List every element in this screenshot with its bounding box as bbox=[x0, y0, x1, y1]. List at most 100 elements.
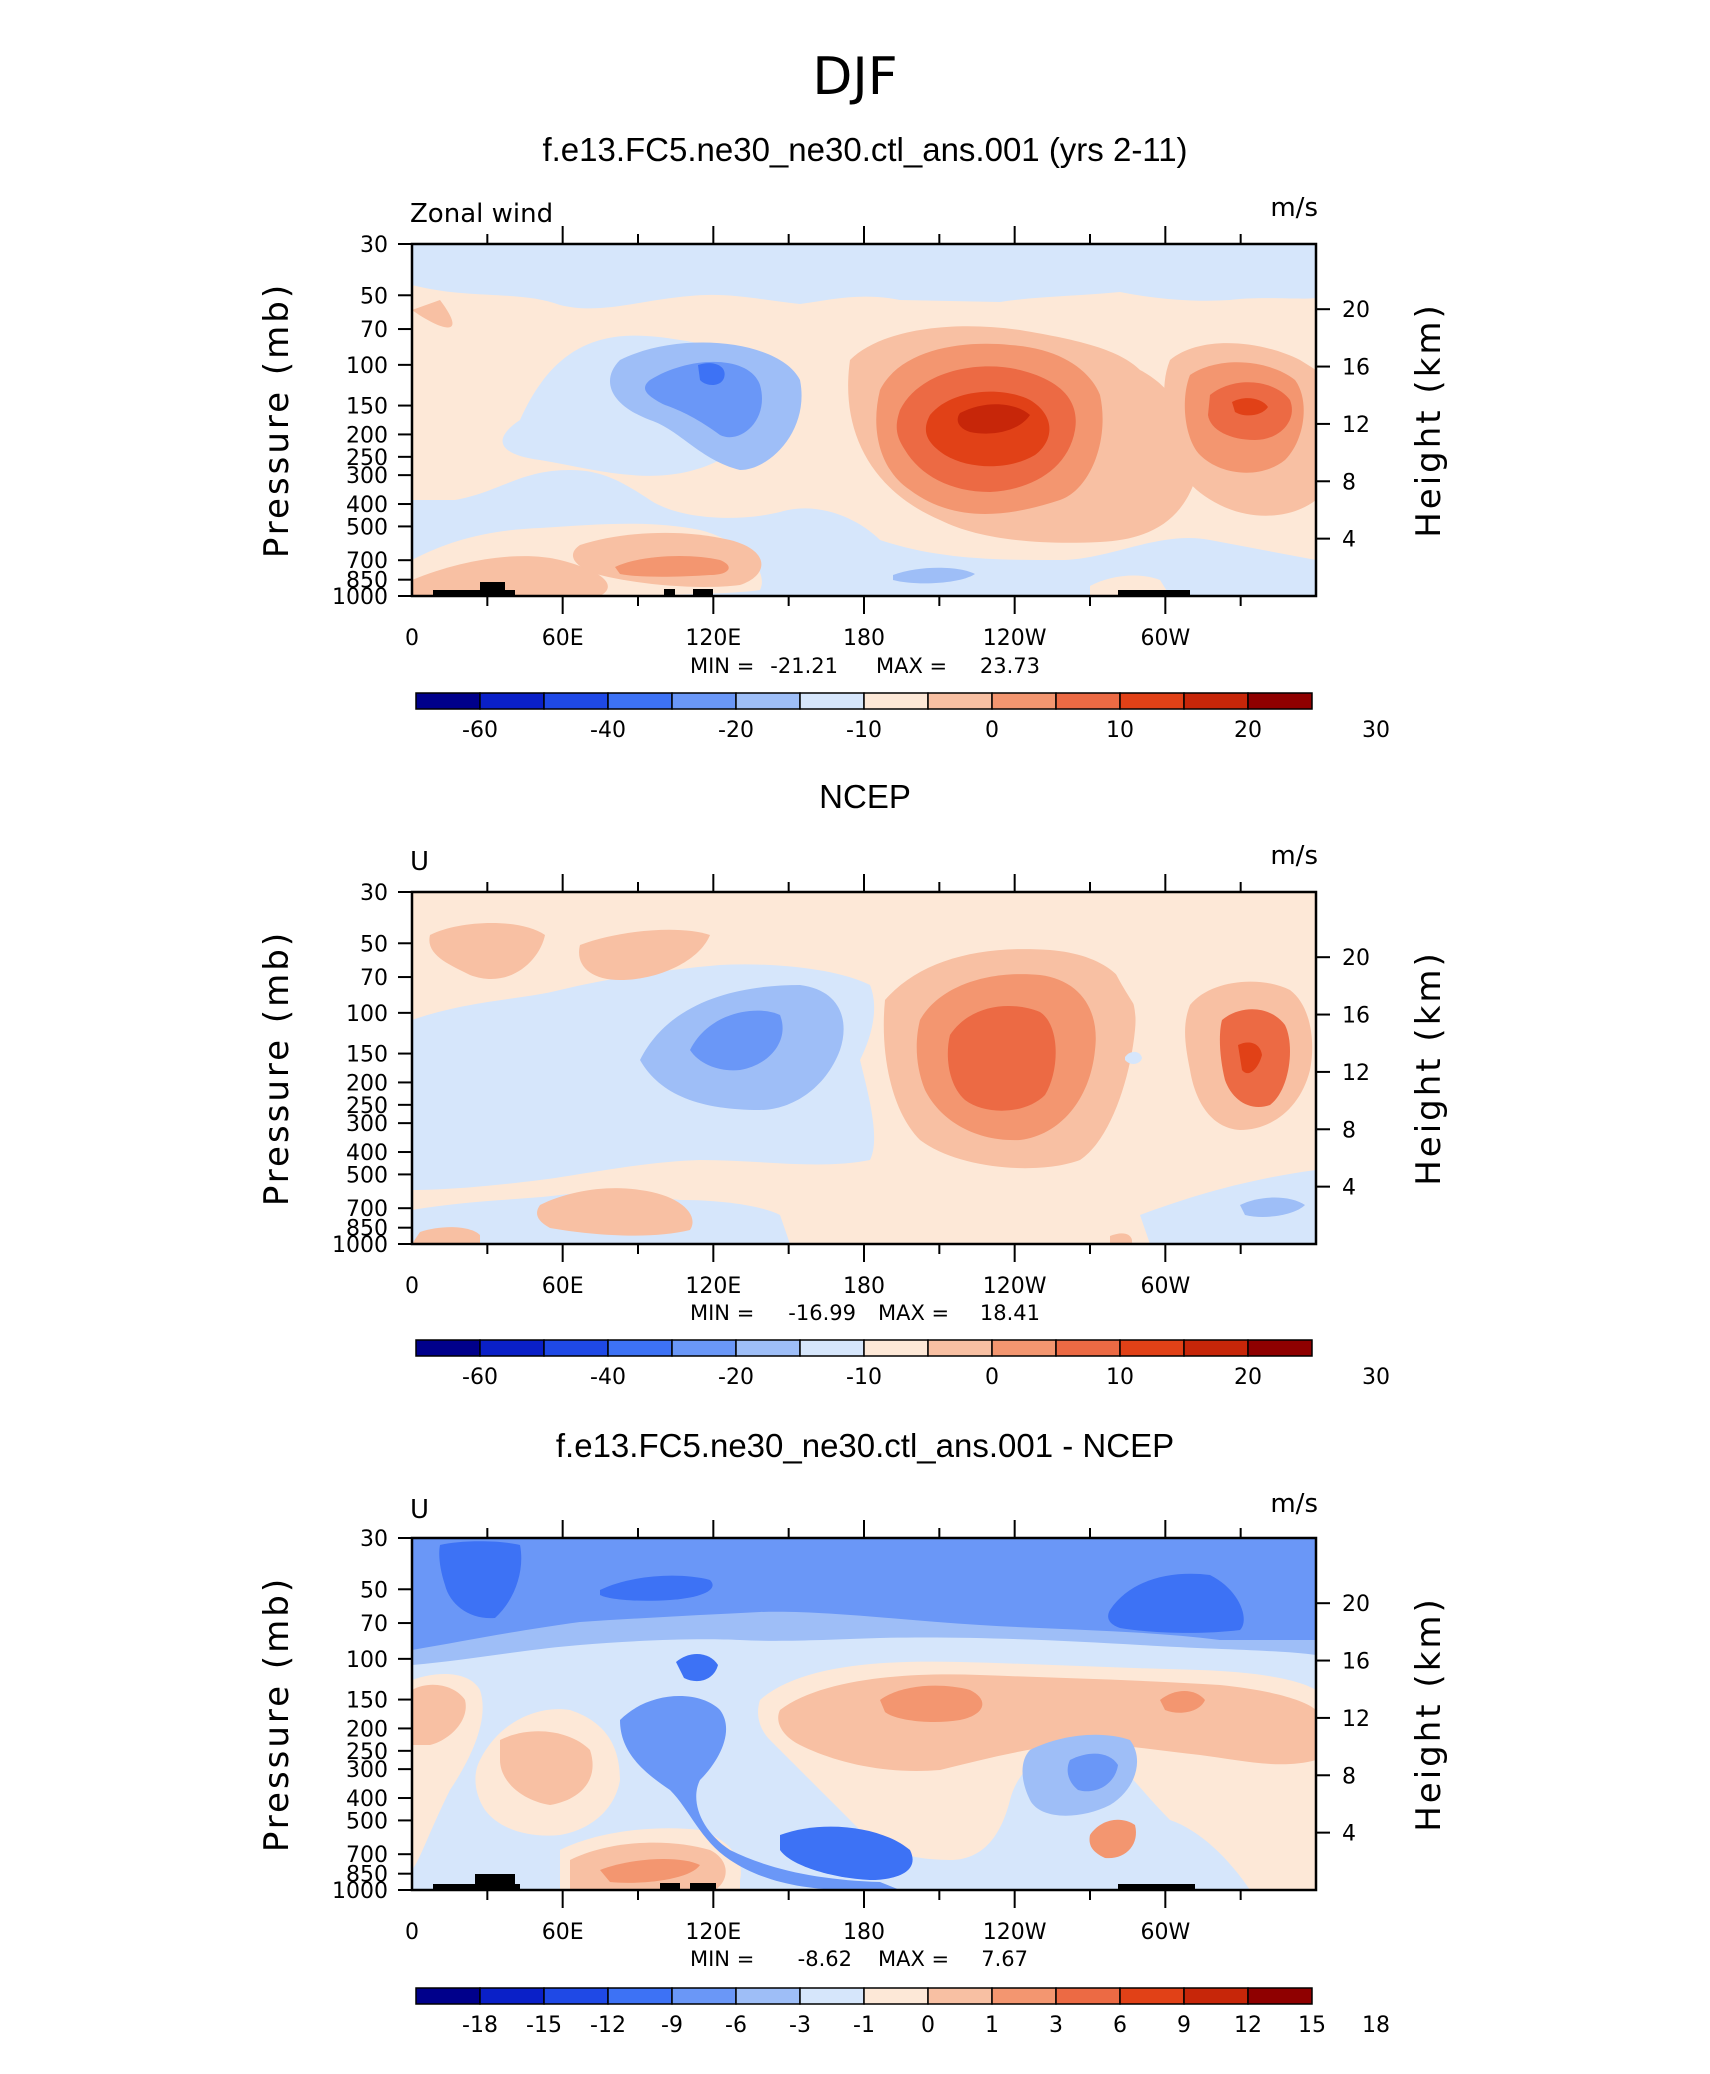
colorbar-swatch bbox=[415, 692, 481, 710]
colorbar-swatch bbox=[735, 692, 801, 710]
contour-level bbox=[880, 1685, 983, 1723]
panel-title: NCEP bbox=[819, 778, 911, 815]
colorbar-label: 0 bbox=[921, 2013, 935, 2038]
max-value: 18.41 bbox=[980, 1301, 1040, 1325]
contour-level bbox=[676, 1654, 718, 1682]
height-tick-label: 16 bbox=[1342, 1650, 1370, 1675]
y-tick-label: 1000 bbox=[332, 1233, 388, 1258]
colorbar-swatch bbox=[1183, 692, 1249, 710]
contour-level bbox=[439, 1541, 522, 1619]
contour-level bbox=[429, 922, 545, 980]
contour-level bbox=[412, 1227, 480, 1244]
left-label: Zonal wind bbox=[410, 199, 553, 229]
y-tick-label: 150 bbox=[346, 1043, 388, 1068]
contour-level bbox=[893, 567, 975, 584]
y-tick-label: 70 bbox=[360, 318, 388, 343]
colorbar-label: 0 bbox=[985, 1365, 999, 1390]
y-tick-label: 50 bbox=[360, 1578, 388, 1603]
contour-level bbox=[537, 1188, 693, 1236]
topography bbox=[433, 582, 515, 596]
contour-level bbox=[615, 555, 729, 577]
height-tick-label: 20 bbox=[1342, 1592, 1370, 1617]
x-tick-label: 120W bbox=[983, 1920, 1047, 1945]
colorbar-label: -60 bbox=[462, 718, 498, 743]
x-tick-label: 180 bbox=[843, 626, 885, 651]
colorbar-swatch bbox=[671, 692, 737, 710]
colorbar-label: -40 bbox=[590, 718, 626, 743]
y-tick-label: 300 bbox=[346, 464, 388, 489]
max-value: 23.73 bbox=[980, 654, 1040, 678]
y-tick-label: 850 bbox=[346, 1863, 388, 1888]
y-tick-label: 400 bbox=[346, 1787, 388, 1812]
colorbar-swatch bbox=[1119, 692, 1185, 710]
colorbar-swatch bbox=[927, 1987, 993, 2005]
contour-level bbox=[1067, 1753, 1118, 1792]
colorbar-label: -60 bbox=[462, 1365, 498, 1390]
y-tick-label: 850 bbox=[346, 1217, 388, 1242]
colorbar-swatch bbox=[1247, 692, 1313, 710]
x-tick-label: 0 bbox=[405, 626, 419, 651]
x-tick-label: 180 bbox=[843, 1920, 885, 1945]
min-value: -8.62 bbox=[798, 1947, 852, 1971]
height-tick-label: 20 bbox=[1342, 298, 1370, 323]
contour-field bbox=[412, 244, 1316, 596]
height-tick-label: 16 bbox=[1342, 1004, 1370, 1029]
colorbar-swatch bbox=[1119, 1339, 1185, 1357]
contour-level bbox=[947, 1005, 1056, 1111]
colorbar-swatch bbox=[927, 1339, 993, 1357]
height-tick-label: 12 bbox=[1342, 413, 1370, 438]
contour-level bbox=[957, 404, 1030, 434]
colorbar-swatch bbox=[1119, 1987, 1185, 2005]
contour-level bbox=[1140, 1170, 1316, 1244]
colorbar: -18 -15 -12 -9 -6 -3 -1 0 1 3 6 9 12 15 18 bbox=[415, 1987, 1390, 2038]
colorbar-label: -3 bbox=[789, 2013, 811, 2038]
contour-level bbox=[600, 1858, 700, 1883]
contour-level bbox=[690, 1010, 783, 1071]
height-tick-label: 8 bbox=[1342, 1118, 1356, 1143]
max-value: 7.67 bbox=[981, 1947, 1028, 1971]
contour-field bbox=[412, 892, 1316, 1244]
min-label: MIN = bbox=[690, 1947, 754, 1971]
height-tick-label: 20 bbox=[1342, 946, 1370, 971]
contour-level bbox=[1089, 1819, 1136, 1859]
contour-level bbox=[1232, 398, 1268, 416]
colorbar-swatch bbox=[671, 1339, 737, 1357]
x-tick-label: 60E bbox=[542, 626, 584, 651]
colorbar-swatch bbox=[607, 692, 673, 710]
topography bbox=[660, 1883, 716, 1890]
x-tick-label: 180 bbox=[843, 1274, 885, 1299]
colorbar-swatch bbox=[799, 1987, 865, 2005]
y-tick-label: 250 bbox=[346, 446, 388, 471]
colorbar-swatch bbox=[479, 1987, 545, 2005]
y-axis-label: Pressure (mb) bbox=[257, 282, 297, 558]
height-tick-label: 12 bbox=[1342, 1707, 1370, 1732]
colorbar-label: -40 bbox=[590, 1365, 626, 1390]
colorbar-swatch bbox=[607, 1339, 673, 1357]
y-axis-label-right: Height (km) bbox=[1409, 950, 1449, 1186]
x-tick-label: 120E bbox=[685, 626, 741, 651]
height-tick-label: 8 bbox=[1342, 1764, 1356, 1789]
max-label: MAX = bbox=[878, 1947, 949, 1971]
y-tick-label: 200 bbox=[346, 1071, 388, 1096]
colorbar-label: -15 bbox=[526, 2013, 562, 2038]
y-tick-label: 30 bbox=[360, 1527, 388, 1552]
colorbar-label: 10 bbox=[1106, 718, 1134, 743]
colorbar-swatch bbox=[479, 692, 545, 710]
contour-level bbox=[1125, 1051, 1142, 1064]
colorbar-label: 20 bbox=[1234, 718, 1262, 743]
colorbar-swatch bbox=[799, 1339, 865, 1357]
colorbar-label: 0 bbox=[985, 718, 999, 743]
x-tick-label: 60W bbox=[1140, 1274, 1190, 1299]
colorbar: -60 -40 -20 -10 0 10 20 30 bbox=[415, 692, 1390, 743]
colorbar-label: 18 bbox=[1362, 2013, 1390, 2038]
colorbar-swatch bbox=[735, 1339, 801, 1357]
colorbar-label: 3 bbox=[1049, 2013, 1063, 2038]
colorbar-swatch bbox=[607, 1987, 673, 2005]
max-label: MAX = bbox=[878, 1301, 949, 1325]
y-tick-label: 70 bbox=[360, 966, 388, 991]
left-label: U bbox=[410, 1495, 429, 1525]
contour-field bbox=[412, 1538, 1316, 1890]
colorbar-label: -10 bbox=[846, 1365, 882, 1390]
